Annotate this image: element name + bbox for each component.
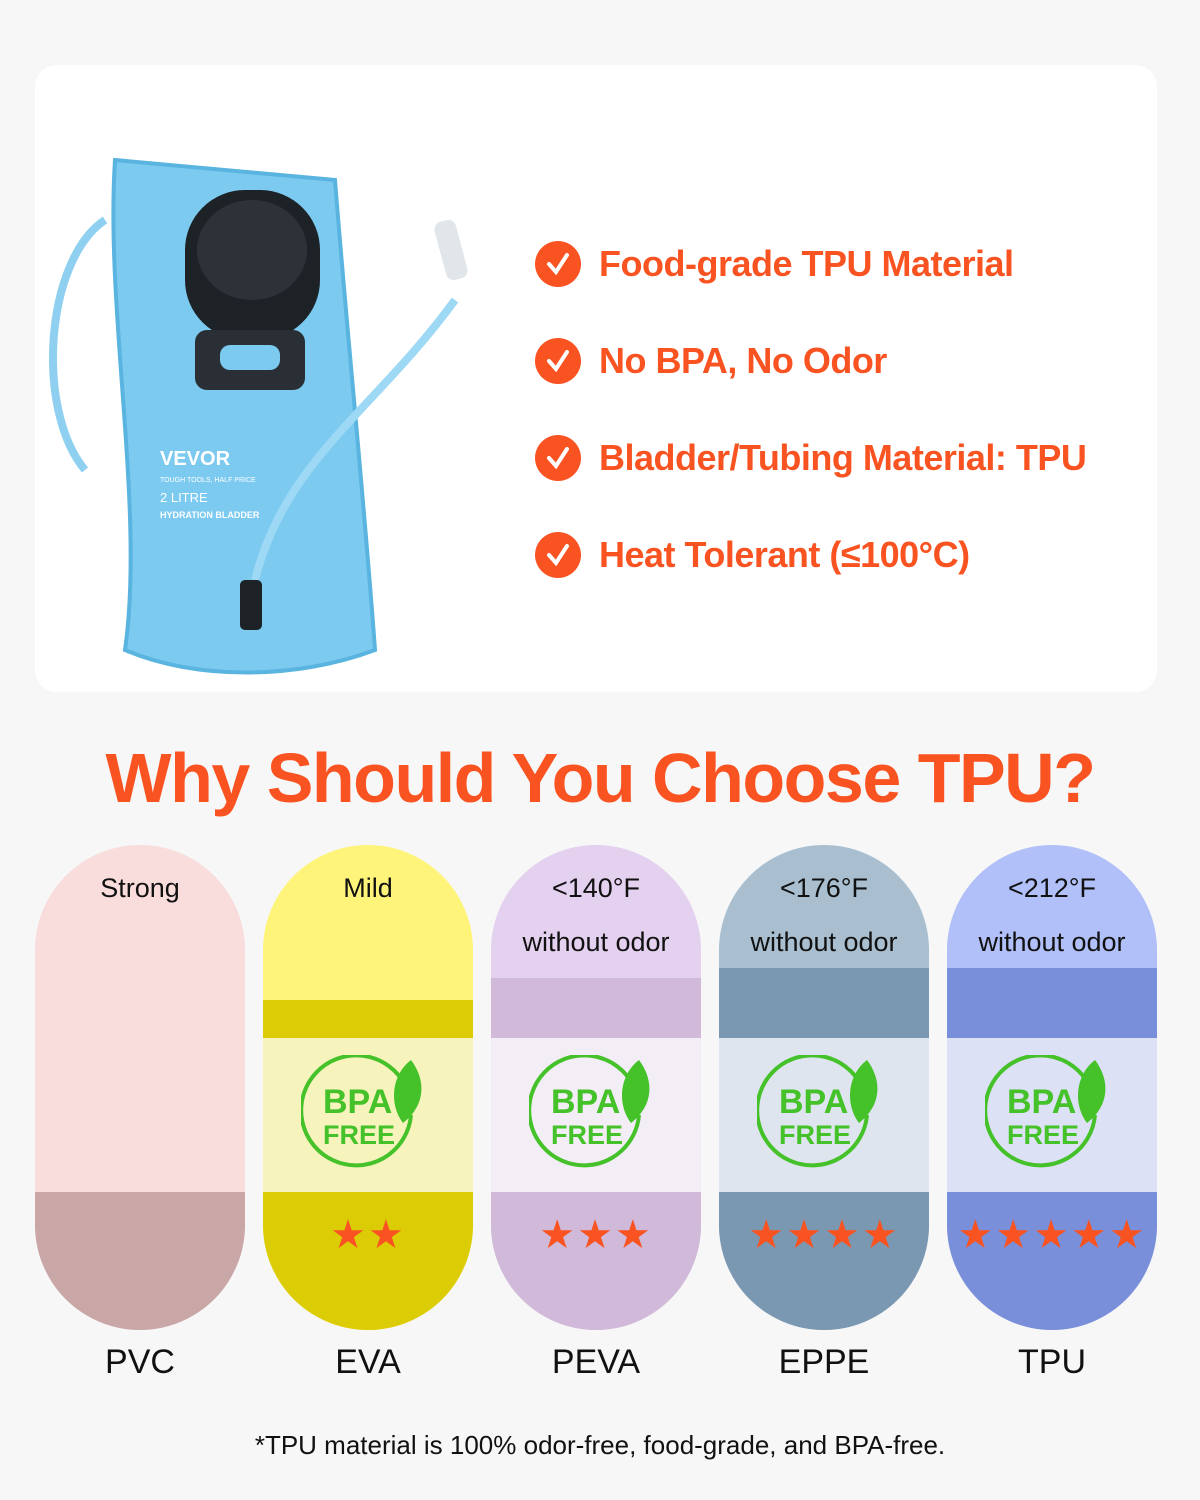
star-icon: ★ <box>786 1213 824 1257</box>
band <box>263 1000 473 1038</box>
temp-label: <140°F <box>551 873 641 903</box>
material-name: EVA <box>335 1343 401 1381</box>
feature-item: Heat Tolerant (≤100°C) <box>535 506 1086 603</box>
rating-stars: ★★★★ <box>719 1212 929 1258</box>
band <box>947 1038 1157 1192</box>
feature-label: Bladder/Tubing Material: TPU <box>599 436 1087 478</box>
star-icon: ★ <box>577 1213 615 1257</box>
star-icon: ★ <box>614 1213 653 1257</box>
band <box>263 1192 473 1330</box>
star-icon: ★ <box>995 1213 1034 1257</box>
odor-label: without odor <box>978 927 1126 957</box>
feature-label: Food-grade TPU Material <box>599 242 1014 284</box>
svg-text:FREE: FREE <box>323 1120 395 1150</box>
footnote: *TPU material is 100% odor-free, food-gr… <box>254 1430 946 1460</box>
check-icon <box>535 434 581 481</box>
band <box>719 968 929 1038</box>
rating-stars: ★★★ <box>491 1212 701 1258</box>
star-icon: ★ <box>368 1213 406 1257</box>
star-icon: ★ <box>1108 1213 1147 1257</box>
rating-stars: ★★ <box>263 1212 473 1258</box>
material-column-peva: <140°F without odor BPA FREE ★★★ <box>491 845 701 1330</box>
band <box>35 1192 245 1330</box>
check-icon <box>535 337 581 384</box>
capacity-label: 2 LITRE <box>160 490 208 505</box>
band <box>263 1038 473 1192</box>
star-icon: ★ <box>539 1213 578 1257</box>
band <box>491 1038 701 1192</box>
band <box>719 1192 929 1330</box>
product-type: HYDRATION BLADDER <box>160 510 260 520</box>
star-icon: ★ <box>861 1213 900 1257</box>
band <box>947 968 1157 1038</box>
feature-item: Food-grade TPU Material <box>535 215 1086 312</box>
band <box>35 1038 245 1192</box>
material-name: TPU <box>1018 1343 1086 1381</box>
svg-text:BPA: BPA <box>1007 1083 1076 1121</box>
section-title: Why Should You Choose TPU? <box>105 739 1096 817</box>
svg-text:BPA: BPA <box>779 1083 848 1121</box>
material-column-pvc: Strong <box>35 845 245 1330</box>
feature-list: Food-grade TPU Material No BPA, No Odor Bl… <box>535 215 1087 603</box>
odor-label: Mild <box>343 873 393 903</box>
temp-label: <176°F <box>779 873 869 903</box>
svg-text:FREE: FREE <box>779 1120 851 1150</box>
rating-stars: ★★★★★ <box>947 1212 1157 1258</box>
star-icon: ★ <box>748 1213 787 1257</box>
feature-label: No BPA, No Odor <box>599 339 887 381</box>
band <box>491 978 701 1038</box>
material-name: PVC <box>105 1343 175 1381</box>
band <box>947 1192 1157 1330</box>
material-name: EPPE <box>778 1343 870 1381</box>
svg-text:BPA: BPA <box>323 1083 392 1121</box>
star-icon: ★ <box>1070 1213 1109 1257</box>
temp-label: <212°F <box>1007 873 1097 903</box>
product-card: VEVOR TOUGH TOOLS, HALF PRICE 2 LITRE HY… <box>35 65 1157 692</box>
band <box>491 1192 701 1330</box>
band <box>719 1038 929 1192</box>
brand-logo: VEVOR <box>160 448 231 470</box>
star-icon: ★ <box>330 1213 368 1257</box>
odor-label: without odor <box>750 927 898 957</box>
svg-text:BPA: BPA <box>551 1083 620 1121</box>
hydration-bladder-image: VEVOR TOUGH TOOLS, HALF PRICE 2 LITRE HY… <box>49 157 468 675</box>
material-column-eva: Mild BPA FREE ★★ <box>263 845 473 1330</box>
svg-text:FREE: FREE <box>1007 1120 1079 1150</box>
feature-item: No BPA, No Odor <box>535 312 1086 409</box>
feature-label: Heat Tolerant (≤100°C) <box>599 533 970 575</box>
star-icon: ★ <box>1033 1213 1071 1257</box>
tagline: TOUGH TOOLS, HALF PRICE <box>160 477 256 484</box>
star-icon: ★ <box>957 1213 996 1257</box>
material-column-tpu: <212°F without odor BPA FREE ★★★★★ <box>947 845 1157 1330</box>
svg-text:FREE: FREE <box>551 1120 623 1150</box>
odor-label: Strong <box>100 873 180 903</box>
check-icon <box>535 531 581 578</box>
material-column-eppe: <176°F without odor BPA FREE ★★★★ <box>719 845 929 1330</box>
odor-label: without odor <box>522 927 670 957</box>
material-name: PEVA <box>551 1343 641 1381</box>
check-icon <box>535 240 581 287</box>
feature-item: Bladder/Tubing Material: TPU <box>535 409 1087 506</box>
star-icon: ★ <box>824 1213 862 1257</box>
